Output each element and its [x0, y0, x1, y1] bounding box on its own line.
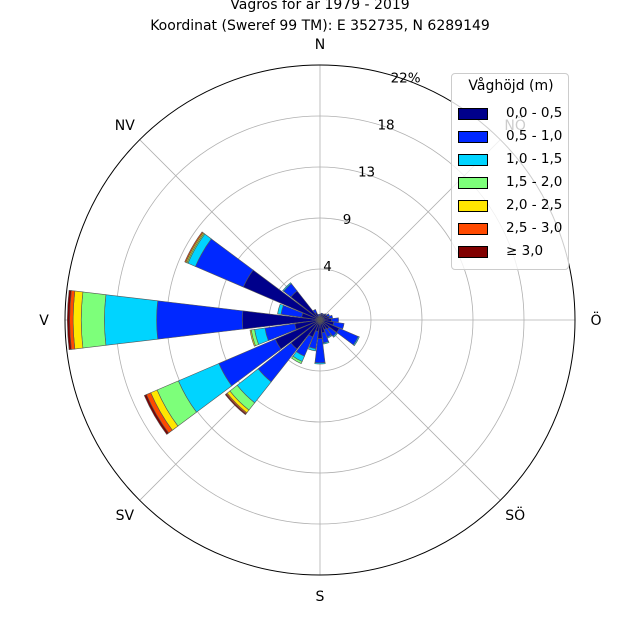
rose-bar-segment — [72, 290, 84, 350]
chart-subtitle: Koordinat (Sweref 99 TM): E 352735, N 62… — [150, 18, 490, 34]
direction-label: V — [39, 313, 49, 329]
radial-tick-label: 18 — [377, 118, 394, 134]
rose-bar-segment — [184, 231, 204, 263]
rose-bar-segment — [332, 321, 345, 330]
rose-bar-segment — [317, 313, 320, 318]
rose-bar-segment — [326, 334, 333, 339]
rose-bar-segment — [104, 294, 159, 346]
legend-item: ≥ 3,0 — [458, 242, 568, 262]
legend-label: ≥ 3,0 — [506, 243, 544, 259]
legend: Våghöjd (m) 0,0 - 0,5 0,5 - 1,0 1,0 - 1,… — [451, 73, 569, 270]
rose-bar-segment — [249, 329, 256, 347]
radial-tick-label: 4 — [323, 259, 332, 275]
direction-label: N — [315, 37, 325, 53]
angular-gridline — [319, 319, 501, 501]
rose-bar-segment — [322, 341, 330, 345]
legend-item: 1,0 - 1,5 — [458, 150, 568, 170]
legend-item: 2,5 - 3,0 — [458, 219, 568, 239]
legend-label: 2,0 - 2,5 — [506, 197, 563, 213]
legend-label: 1,5 - 2,0 — [506, 174, 563, 190]
legend-swatch — [458, 200, 488, 212]
rose-bar-segment — [224, 393, 247, 416]
chart-title: Vågros för år 1979 - 2019 — [230, 0, 410, 13]
legend-label: 2,5 - 3,0 — [506, 220, 563, 236]
rose-bar-segment — [282, 282, 292, 292]
direction-label: NV — [115, 118, 135, 134]
rose-bar-segment — [308, 346, 317, 352]
rose-bar-segment — [291, 355, 303, 365]
radial-tick-label: 22% — [391, 70, 421, 86]
radial-tick-label: 13 — [358, 165, 375, 181]
legend-item: 0,5 - 1,0 — [458, 127, 568, 147]
legend-swatch — [458, 223, 488, 235]
rose-bar-segment — [67, 289, 72, 351]
legend-label: 1,0 - 1,5 — [506, 151, 563, 167]
rose-bar-segment — [353, 336, 360, 347]
direction-label: SV — [116, 508, 135, 524]
legend-label: 0,5 - 1,0 — [506, 128, 563, 144]
legend-item: 0,0 - 0,5 — [458, 104, 568, 124]
legend-swatch — [458, 154, 488, 166]
legend-swatch — [458, 131, 488, 143]
rose-bar-segment — [312, 308, 318, 314]
legend-label: 0,0 - 0,5 — [506, 105, 563, 121]
rose-bar-segment — [277, 303, 284, 315]
rose-bar-segment — [328, 314, 333, 320]
rose-bar-segment — [332, 332, 338, 338]
rose-bar-segment — [80, 291, 107, 349]
legend-swatch — [458, 108, 488, 120]
legend-item: 2,0 - 2,5 — [458, 196, 568, 216]
legend-swatch — [458, 246, 488, 258]
direction-label: SÖ — [505, 506, 525, 524]
rose-bar-segment — [143, 394, 170, 435]
radial-tick-label: 9 — [343, 212, 352, 228]
legend-item: 1,5 - 2,0 — [458, 173, 568, 193]
rose-bar-segment — [156, 300, 244, 340]
rose-bar-segment — [314, 362, 326, 365]
polar-frame — [64, 64, 576, 576]
direction-label: Ö — [590, 311, 601, 329]
direction-label: S — [316, 589, 325, 605]
rose-bar-segment — [331, 317, 339, 323]
legend-title: Våghöjd (m) — [468, 78, 554, 94]
legend-swatch — [458, 177, 488, 189]
